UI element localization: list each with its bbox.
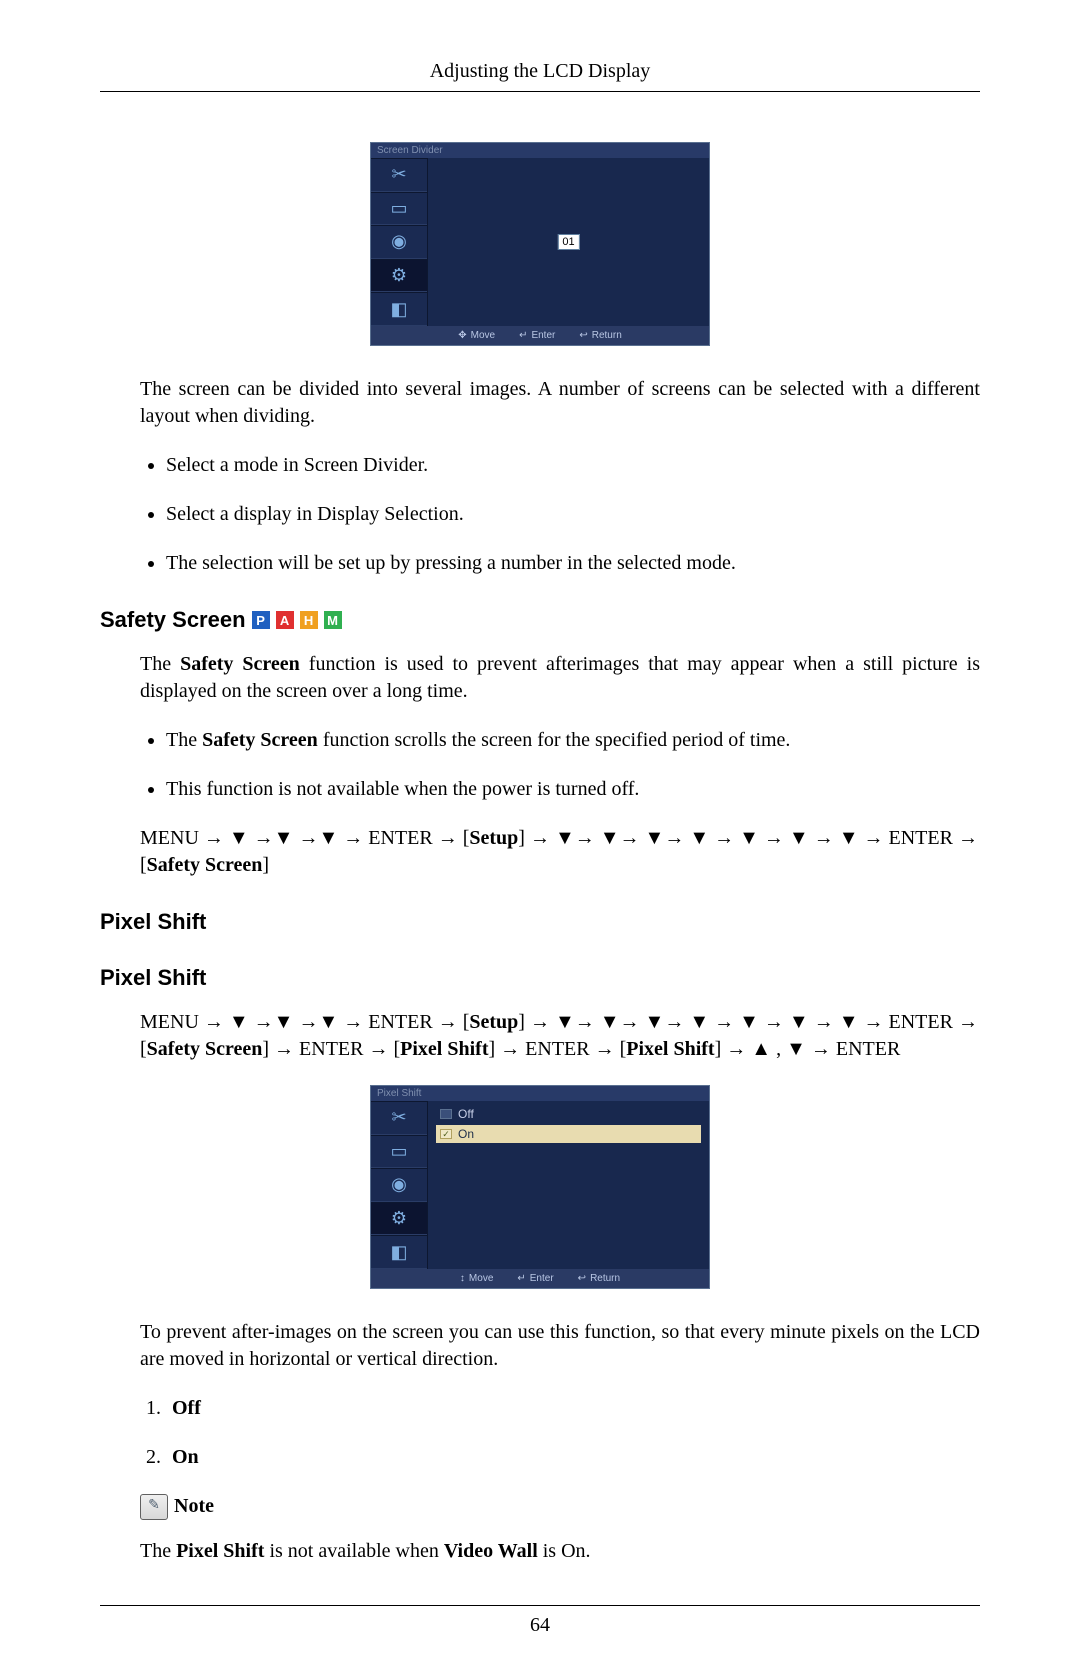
osd-title: Screen Divider bbox=[371, 143, 709, 158]
page-number: 64 bbox=[100, 1605, 980, 1637]
osd-footer: ↕Move ↵Enter ↩Return bbox=[371, 1269, 709, 1288]
footer-enter: Enter bbox=[531, 330, 555, 341]
osd-footer: ✥Move ↵Enter ↩Return bbox=[371, 326, 709, 345]
option-marker-icon: ✓ bbox=[440, 1129, 452, 1139]
menu-navigation: MENU → ▼ →▼ →▼ → ENTER → [Setup] → ▼→ ▼→… bbox=[140, 825, 980, 879]
pixel-shift-options: Off On bbox=[166, 1395, 980, 1471]
osd-icon: ✂ bbox=[371, 158, 427, 192]
bullet-item: This function is not available when the … bbox=[166, 776, 980, 803]
heading-text: Pixel Shift bbox=[100, 909, 206, 935]
option-on: On bbox=[166, 1444, 980, 1471]
footer-move: Move bbox=[469, 1273, 493, 1284]
osd-sidebar: ✂ ▭ ◉ ⚙ ◧ bbox=[371, 1101, 427, 1269]
osd-number-box: 01 bbox=[557, 234, 579, 250]
safety-screen-intro: The Safety Screen function is used to pr… bbox=[140, 651, 980, 705]
osd-option-on: ✓ On bbox=[436, 1125, 701, 1143]
pixel-shift-heading: Pixel Shift bbox=[100, 909, 980, 935]
screen-divider-bullets: Select a mode in Screen Divider. Select … bbox=[166, 452, 980, 577]
heading-text: Safety Screen bbox=[100, 607, 246, 633]
note-label: Note bbox=[174, 1493, 214, 1520]
osd-option-off: Off bbox=[436, 1105, 701, 1123]
osd-icon: ⚙ bbox=[371, 259, 427, 293]
osd-screen-divider: Screen Divider ✂ ▭ ◉ ⚙ ◧ 01 ✥Move ↵Enter… bbox=[370, 142, 710, 346]
bullet-item: Select a display in Display Selection. bbox=[166, 501, 980, 528]
osd-pixel-shift: Pixel Shift ✂ ▭ ◉ ⚙ ◧ Off ✓ On ↕Move ↵En… bbox=[370, 1085, 710, 1289]
bullet-item: Select a mode in Screen Divider. bbox=[166, 452, 980, 479]
page-header: Adjusting the LCD Display bbox=[100, 60, 980, 92]
osd-icon: ✂ bbox=[371, 1101, 427, 1135]
osd-icon: ◉ bbox=[371, 1168, 427, 1202]
osd-sidebar: ✂ ▭ ◉ ⚙ ◧ bbox=[371, 158, 427, 326]
option-off: Off bbox=[166, 1395, 980, 1422]
osd-icon: ◧ bbox=[371, 292, 427, 326]
note-icon: ✎ bbox=[140, 1494, 168, 1520]
osd-icon: ◧ bbox=[371, 1235, 427, 1269]
footer-return: Return bbox=[592, 330, 622, 341]
screen-divider-intro: The screen can be divided into several i… bbox=[140, 376, 980, 430]
note-row: ✎ Note bbox=[140, 1493, 980, 1520]
safety-screen-bullets: The Safety Screen function scrolls the s… bbox=[166, 727, 980, 803]
menu-navigation: MENU → ▼ →▼ →▼ → ENTER → [Setup] → ▼→ ▼→… bbox=[140, 1009, 980, 1063]
osd-icon: ⚙ bbox=[371, 1202, 427, 1236]
heading-text: Pixel Shift bbox=[100, 965, 206, 991]
osd-main-area: 01 bbox=[427, 158, 709, 326]
osd-main-area: Off ✓ On bbox=[427, 1101, 709, 1269]
osd-title: Pixel Shift bbox=[371, 1086, 709, 1101]
osd-icon: ▭ bbox=[371, 192, 427, 226]
osd-icon: ▭ bbox=[371, 1135, 427, 1169]
bullet-item: The Safety Screen function scrolls the s… bbox=[166, 727, 980, 754]
option-marker-icon bbox=[440, 1109, 452, 1119]
tag-p-icon: P bbox=[252, 611, 270, 629]
note-text: The Pixel Shift is not available when Vi… bbox=[140, 1538, 980, 1565]
footer-enter: Enter bbox=[530, 1273, 554, 1284]
safety-screen-heading: Safety Screen P A H M bbox=[100, 607, 980, 633]
footer-move: Move bbox=[471, 330, 495, 341]
pixel-shift-subheading: Pixel Shift bbox=[100, 965, 980, 991]
footer-return: Return bbox=[590, 1273, 620, 1284]
pixel-shift-description: To prevent after-images on the screen yo… bbox=[140, 1319, 980, 1373]
bullet-item: The selection will be set up by pressing… bbox=[166, 550, 980, 577]
tag-a-icon: A bbox=[276, 611, 294, 629]
osd-icon: ◉ bbox=[371, 225, 427, 259]
tag-m-icon: M bbox=[324, 611, 342, 629]
tag-h-icon: H bbox=[300, 611, 318, 629]
